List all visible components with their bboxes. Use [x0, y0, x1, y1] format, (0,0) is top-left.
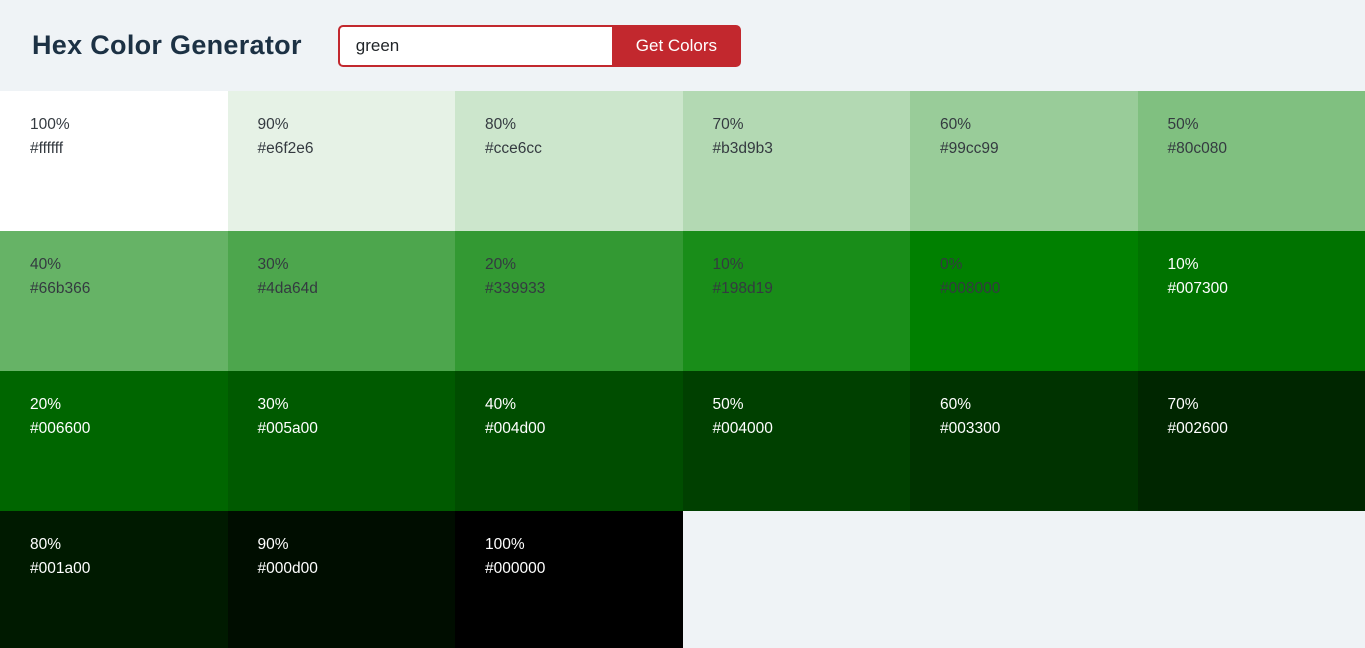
swatch-hex-label: #66b366: [30, 280, 91, 297]
swatch-percent-label: 90%: [257, 116, 289, 133]
color-swatch: 60% #003300: [910, 371, 1138, 511]
color-grid: 100% #ffffff 90% #e6f2e6 80% #cce6cc 70%…: [0, 91, 1365, 648]
color-swatch: 80% #001a00: [0, 511, 228, 648]
swatch-hex-label: #339933: [485, 280, 546, 297]
swatch-percent-label: 90%: [257, 536, 289, 553]
swatch-hex-label: #008000: [940, 280, 1001, 297]
color-swatch: 60% #99cc99: [910, 91, 1138, 231]
swatch-hex-label: #004d00: [485, 420, 546, 437]
color-search-form: Get Colors: [337, 24, 742, 67]
color-swatch: 10% #198d19: [682, 231, 910, 371]
color-swatch: 50% #004000: [682, 371, 910, 511]
swatch-hex-label: #001a00: [30, 560, 91, 577]
swatch-percent-label: 70%: [1167, 396, 1199, 413]
swatch-percent-label: 40%: [485, 396, 517, 413]
color-swatch: 90% #e6f2e6: [227, 91, 455, 231]
swatch-hex-label: #99cc99: [940, 140, 999, 157]
swatch-hex-label: #198d19: [712, 280, 773, 297]
swatch-hex-label: #000d00: [257, 560, 318, 577]
page-title: Hex Color Generator: [32, 30, 302, 60]
swatch-percent-label: 100%: [485, 536, 525, 553]
get-colors-button[interactable]: Get Colors: [611, 24, 742, 67]
color-swatch: 70% #b3d9b3: [682, 91, 910, 231]
swatch-percent-label: 100%: [30, 116, 70, 133]
swatch-hex-label: #004000: [712, 420, 773, 437]
swatch-percent-label: 20%: [30, 396, 62, 413]
color-name-input[interactable]: [337, 24, 612, 67]
color-swatch: 70% #002600: [1137, 371, 1365, 511]
swatch-percent-label: 80%: [485, 116, 517, 133]
swatch-percent-label: 20%: [485, 256, 517, 273]
swatch-hex-label: #007300: [1167, 280, 1228, 297]
swatch-hex-label: #cce6cc: [485, 140, 542, 157]
swatch-hex-label: #006600: [30, 420, 91, 437]
swatch-percent-label: 60%: [940, 396, 972, 413]
swatch-hex-label: #4da64d: [257, 280, 318, 297]
swatch-hex-label: #005a00: [257, 420, 318, 437]
swatch-percent-label: 80%: [30, 536, 62, 553]
color-swatch: 30% #005a00: [227, 371, 455, 511]
swatch-percent-label: 30%: [257, 256, 289, 273]
swatch-percent-label: 50%: [712, 396, 744, 413]
swatch-percent-label: 0%: [940, 256, 963, 273]
swatch-percent-label: 30%: [257, 396, 289, 413]
app-header: Hex Color Generator Get Colors: [0, 0, 1365, 91]
swatch-percent-label: 10%: [712, 256, 744, 273]
color-swatch: 40% #004d00: [455, 371, 683, 511]
swatch-percent-label: 70%: [712, 116, 744, 133]
color-swatch: 100% #ffffff: [0, 91, 228, 231]
swatch-hex-label: #ffffff: [30, 140, 64, 157]
color-swatch: 90% #000d00: [227, 511, 455, 648]
color-swatch: 100% #000000: [455, 511, 683, 648]
swatch-hex-label: #b3d9b3: [712, 140, 773, 157]
swatch-percent-label: 40%: [30, 256, 62, 273]
swatch-hex-label: #000000: [485, 560, 546, 577]
color-swatch: 30% #4da64d: [227, 231, 455, 371]
color-swatch: 50% #80c080: [1137, 91, 1365, 231]
color-swatch: 20% #006600: [0, 371, 228, 511]
color-swatch: 0% #008000: [910, 231, 1138, 371]
swatch-percent-label: 50%: [1167, 116, 1199, 133]
swatch-hex-label: #80c080: [1167, 140, 1227, 157]
swatch-percent-label: 60%: [940, 116, 972, 133]
color-swatch: 10% #007300: [1137, 231, 1365, 371]
swatch-hex-label: #e6f2e6: [257, 140, 314, 157]
swatch-hex-label: #003300: [940, 420, 1001, 437]
color-swatch: 20% #339933: [455, 231, 683, 371]
color-swatch: 40% #66b366: [0, 231, 228, 371]
swatch-percent-label: 10%: [1167, 256, 1199, 273]
color-swatch: 80% #cce6cc: [455, 91, 683, 231]
swatch-hex-label: #002600: [1167, 420, 1228, 437]
